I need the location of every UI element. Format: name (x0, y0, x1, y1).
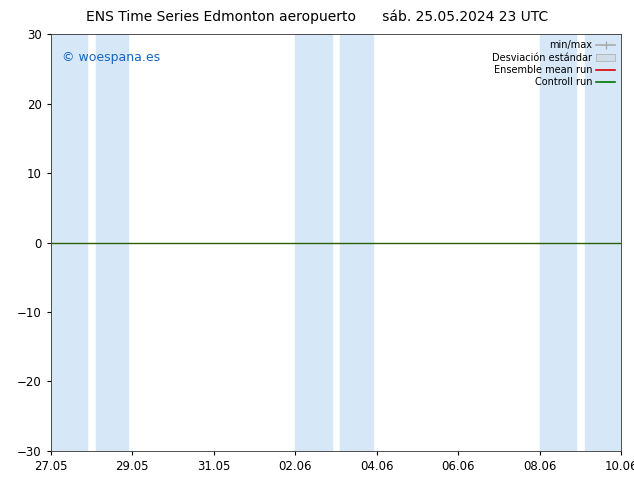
Bar (51, 34, 87, 451)
Bar (295, 34, 332, 451)
Text: ENS Time Series Edmonton aeropuerto      sáb. 25.05.2024 23 UTC: ENS Time Series Edmonton aeropuerto sáb.… (86, 10, 548, 24)
Text: © woespana.es: © woespana.es (62, 51, 160, 64)
Bar (540, 34, 576, 451)
Bar (585, 34, 621, 451)
Bar (340, 34, 373, 451)
Legend: min/max, Desviación estándar, Ensemble mean run, Controll run: min/max, Desviación estándar, Ensemble m… (488, 36, 619, 91)
Bar (96, 34, 128, 451)
